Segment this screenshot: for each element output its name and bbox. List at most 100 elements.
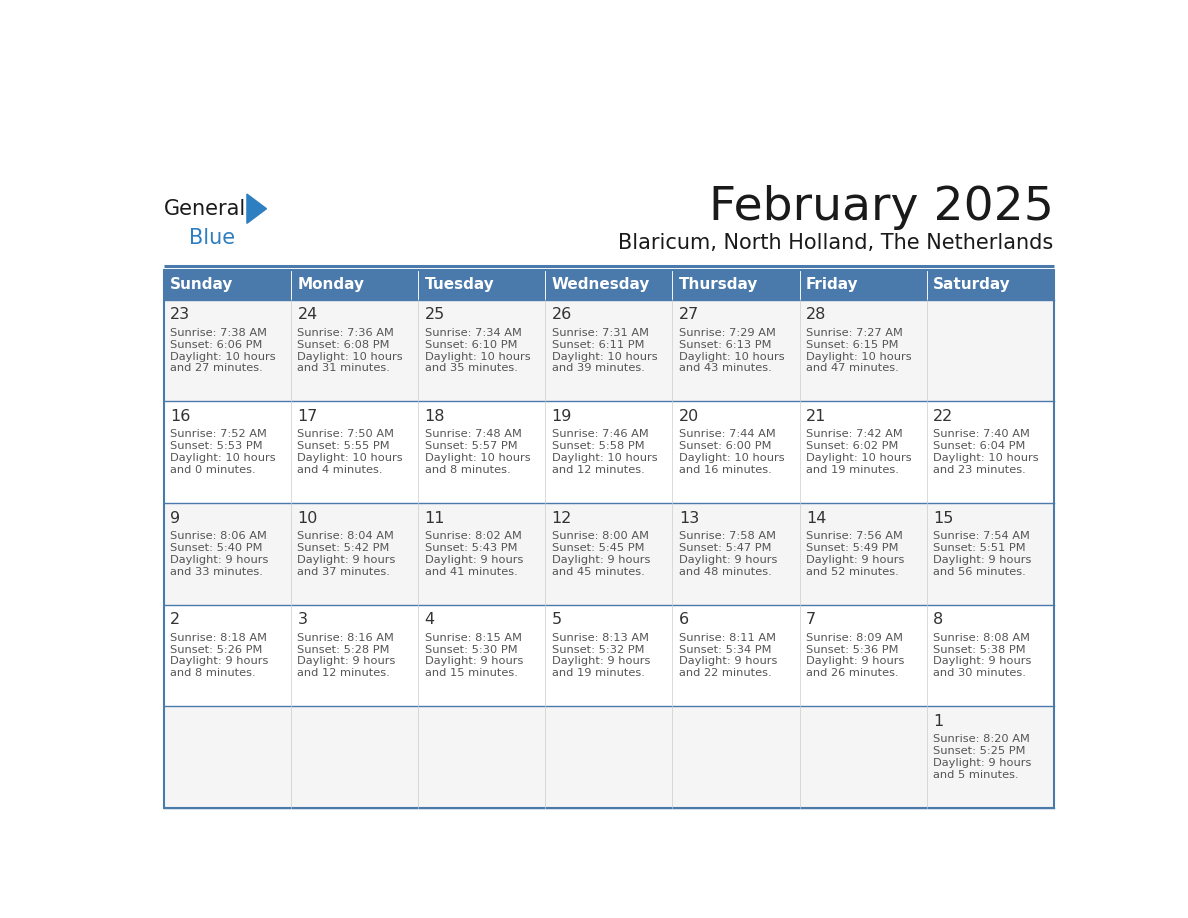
Text: 28: 28 bbox=[805, 308, 826, 322]
Text: Sunset: 6:04 PM: Sunset: 6:04 PM bbox=[933, 442, 1025, 452]
Text: 24: 24 bbox=[297, 308, 317, 322]
Text: and 47 minutes.: and 47 minutes. bbox=[805, 364, 898, 374]
Text: Sunset: 6:15 PM: Sunset: 6:15 PM bbox=[805, 340, 898, 350]
Text: 21: 21 bbox=[805, 409, 826, 424]
Text: and 0 minutes.: and 0 minutes. bbox=[170, 465, 255, 476]
Text: 5: 5 bbox=[551, 612, 562, 627]
Text: Sunset: 5:47 PM: Sunset: 5:47 PM bbox=[678, 543, 771, 553]
Text: Sunrise: 7:29 AM: Sunrise: 7:29 AM bbox=[678, 328, 776, 338]
Text: Sunset: 5:45 PM: Sunset: 5:45 PM bbox=[551, 543, 644, 553]
Text: Daylight: 9 hours: Daylight: 9 hours bbox=[933, 656, 1031, 666]
Text: and 56 minutes.: and 56 minutes. bbox=[933, 566, 1025, 577]
Text: Sunset: 5:38 PM: Sunset: 5:38 PM bbox=[933, 644, 1025, 655]
Bar bbox=[164, 270, 291, 299]
Text: Sunrise: 7:46 AM: Sunrise: 7:46 AM bbox=[551, 430, 649, 440]
Text: and 12 minutes.: and 12 minutes. bbox=[297, 668, 390, 678]
Text: Friday: Friday bbox=[805, 277, 859, 293]
Text: Sunrise: 7:27 AM: Sunrise: 7:27 AM bbox=[805, 328, 903, 338]
Text: Daylight: 9 hours: Daylight: 9 hours bbox=[805, 554, 904, 565]
Text: Daylight: 9 hours: Daylight: 9 hours bbox=[424, 656, 523, 666]
Text: Daylight: 9 hours: Daylight: 9 hours bbox=[170, 554, 268, 565]
Text: and 33 minutes.: and 33 minutes. bbox=[170, 566, 264, 577]
Text: Daylight: 9 hours: Daylight: 9 hours bbox=[170, 656, 268, 666]
Text: Blaricum, North Holland, The Netherlands: Blaricum, North Holland, The Netherlands bbox=[619, 233, 1054, 253]
Text: and 5 minutes.: and 5 minutes. bbox=[933, 770, 1018, 780]
Text: Sunrise: 8:09 AM: Sunrise: 8:09 AM bbox=[805, 633, 903, 643]
Polygon shape bbox=[247, 194, 266, 223]
Text: Sunrise: 7:48 AM: Sunrise: 7:48 AM bbox=[424, 430, 522, 440]
Text: 3: 3 bbox=[297, 612, 308, 627]
Text: 10: 10 bbox=[297, 510, 318, 526]
Text: Daylight: 10 hours: Daylight: 10 hours bbox=[170, 352, 276, 362]
Text: Daylight: 9 hours: Daylight: 9 hours bbox=[678, 656, 777, 666]
Bar bbox=[164, 604, 1054, 706]
Bar bbox=[545, 270, 672, 299]
Text: Daylight: 9 hours: Daylight: 9 hours bbox=[933, 758, 1031, 768]
Text: Sunset: 5:42 PM: Sunset: 5:42 PM bbox=[297, 543, 390, 553]
Text: 4: 4 bbox=[424, 612, 435, 627]
Text: Sunset: 5:40 PM: Sunset: 5:40 PM bbox=[170, 543, 263, 553]
Text: Daylight: 9 hours: Daylight: 9 hours bbox=[678, 554, 777, 565]
Text: 19: 19 bbox=[551, 409, 573, 424]
Text: 14: 14 bbox=[805, 510, 826, 526]
Text: Daylight: 10 hours: Daylight: 10 hours bbox=[678, 352, 784, 362]
Text: 22: 22 bbox=[933, 409, 953, 424]
Text: Sunrise: 8:04 AM: Sunrise: 8:04 AM bbox=[297, 531, 394, 541]
Text: and 27 minutes.: and 27 minutes. bbox=[170, 364, 263, 374]
Text: Sunrise: 8:16 AM: Sunrise: 8:16 AM bbox=[297, 633, 394, 643]
Text: Sunset: 5:51 PM: Sunset: 5:51 PM bbox=[933, 543, 1025, 553]
Text: and 39 minutes.: and 39 minutes. bbox=[551, 364, 645, 374]
Text: 25: 25 bbox=[424, 308, 444, 322]
Text: Daylight: 9 hours: Daylight: 9 hours bbox=[805, 656, 904, 666]
Text: and 16 minutes.: and 16 minutes. bbox=[678, 465, 771, 476]
Text: Sunrise: 7:54 AM: Sunrise: 7:54 AM bbox=[933, 531, 1030, 541]
Text: 26: 26 bbox=[551, 308, 571, 322]
Text: Daylight: 9 hours: Daylight: 9 hours bbox=[551, 656, 650, 666]
Text: and 48 minutes.: and 48 minutes. bbox=[678, 566, 771, 577]
Text: and 19 minutes.: and 19 minutes. bbox=[805, 465, 899, 476]
Text: Sunset: 5:53 PM: Sunset: 5:53 PM bbox=[170, 442, 263, 452]
Text: 6: 6 bbox=[678, 612, 689, 627]
Bar bbox=[291, 270, 418, 299]
Bar bbox=[672, 270, 800, 299]
Text: and 8 minutes.: and 8 minutes. bbox=[170, 668, 255, 678]
Text: Sunrise: 7:40 AM: Sunrise: 7:40 AM bbox=[933, 430, 1030, 440]
Text: Sunrise: 8:00 AM: Sunrise: 8:00 AM bbox=[551, 531, 649, 541]
Bar bbox=[418, 270, 545, 299]
Text: Sunset: 6:06 PM: Sunset: 6:06 PM bbox=[170, 340, 263, 350]
Bar bbox=[164, 401, 1054, 503]
Text: Daylight: 10 hours: Daylight: 10 hours bbox=[678, 453, 784, 464]
Text: Sunrise: 8:06 AM: Sunrise: 8:06 AM bbox=[170, 531, 267, 541]
Text: Sunrise: 7:52 AM: Sunrise: 7:52 AM bbox=[170, 430, 267, 440]
Text: Sunrise: 7:56 AM: Sunrise: 7:56 AM bbox=[805, 531, 903, 541]
Text: and 12 minutes.: and 12 minutes. bbox=[551, 465, 644, 476]
Text: Saturday: Saturday bbox=[933, 277, 1011, 293]
Text: Sunrise: 8:02 AM: Sunrise: 8:02 AM bbox=[424, 531, 522, 541]
Text: Sunset: 6:10 PM: Sunset: 6:10 PM bbox=[424, 340, 517, 350]
Text: 20: 20 bbox=[678, 409, 699, 424]
Text: Sunday: Sunday bbox=[170, 277, 234, 293]
Text: Sunset: 5:55 PM: Sunset: 5:55 PM bbox=[297, 442, 390, 452]
Text: Sunset: 5:58 PM: Sunset: 5:58 PM bbox=[551, 442, 644, 452]
Text: 2: 2 bbox=[170, 612, 181, 627]
Bar bbox=[164, 503, 1054, 604]
Text: Sunrise: 7:38 AM: Sunrise: 7:38 AM bbox=[170, 328, 267, 338]
Text: 11: 11 bbox=[424, 510, 446, 526]
Text: Sunset: 5:43 PM: Sunset: 5:43 PM bbox=[424, 543, 517, 553]
Bar bbox=[164, 270, 1054, 808]
Text: 13: 13 bbox=[678, 510, 699, 526]
Text: Sunset: 5:32 PM: Sunset: 5:32 PM bbox=[551, 644, 644, 655]
Text: Sunrise: 7:44 AM: Sunrise: 7:44 AM bbox=[678, 430, 776, 440]
Text: 15: 15 bbox=[933, 510, 953, 526]
Text: Daylight: 9 hours: Daylight: 9 hours bbox=[551, 554, 650, 565]
Bar bbox=[927, 270, 1054, 299]
Text: Sunset: 5:49 PM: Sunset: 5:49 PM bbox=[805, 543, 898, 553]
Text: Monday: Monday bbox=[297, 277, 365, 293]
Text: and 23 minutes.: and 23 minutes. bbox=[933, 465, 1025, 476]
Text: Sunrise: 7:34 AM: Sunrise: 7:34 AM bbox=[424, 328, 522, 338]
Text: 17: 17 bbox=[297, 409, 318, 424]
Text: 16: 16 bbox=[170, 409, 191, 424]
Text: Daylight: 9 hours: Daylight: 9 hours bbox=[297, 554, 396, 565]
Text: Sunset: 5:30 PM: Sunset: 5:30 PM bbox=[424, 644, 517, 655]
Bar bbox=[164, 299, 1054, 401]
